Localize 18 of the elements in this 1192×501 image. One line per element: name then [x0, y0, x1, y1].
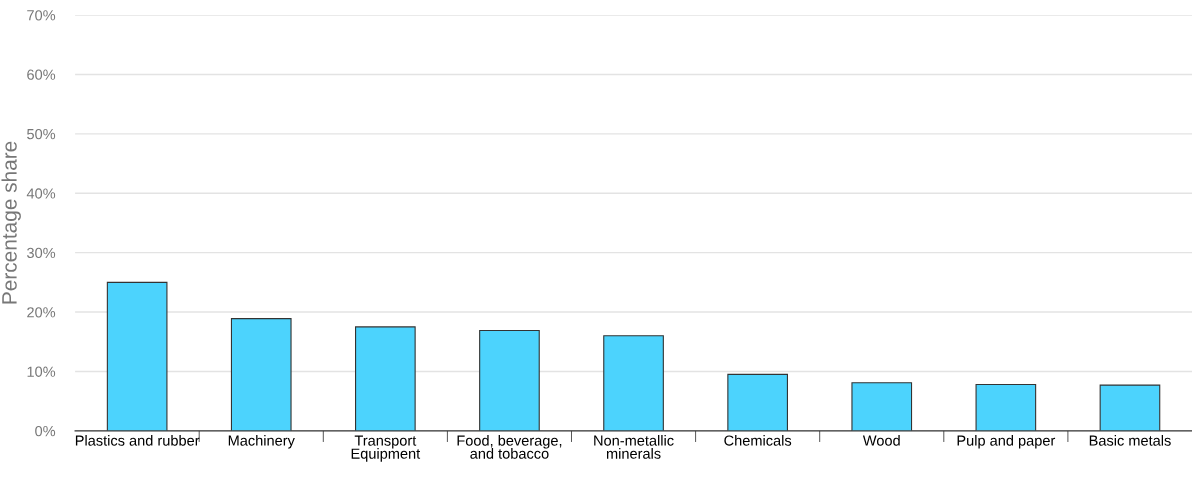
x-tick-label: Food, beverage, and tobacco: [457, 435, 562, 459]
y-tick-label: 60%: [27, 69, 56, 80]
x-tick-label: Pulp and paper: [957, 435, 1056, 449]
y-tick-label: 40%: [26, 188, 56, 199]
y-tick-label: 0%: [35, 425, 56, 437]
y-tick-label: 50%: [27, 128, 56, 140]
y-axis-title: Percentage share: [1, 141, 21, 304]
x-tick-label: Transport Equipment: [351, 435, 421, 462]
x-tick-label: Wood: [862, 435, 900, 446]
y-tick-label: 20%: [27, 307, 56, 318]
y-tick-label: 30%: [27, 247, 56, 259]
y-tick-label: 70%: [27, 10, 56, 21]
x-tick-label: Plastics and rubber: [75, 435, 200, 446]
x-tick-label: Machinery: [228, 435, 295, 449]
x-tick-label: Chemicals: [724, 435, 792, 446]
x-tick-label: Basic metals: [1089, 435, 1171, 446]
x-tick-label: Non-metallic minerals: [594, 435, 674, 459]
y-tick-label: 10%: [27, 366, 56, 377]
